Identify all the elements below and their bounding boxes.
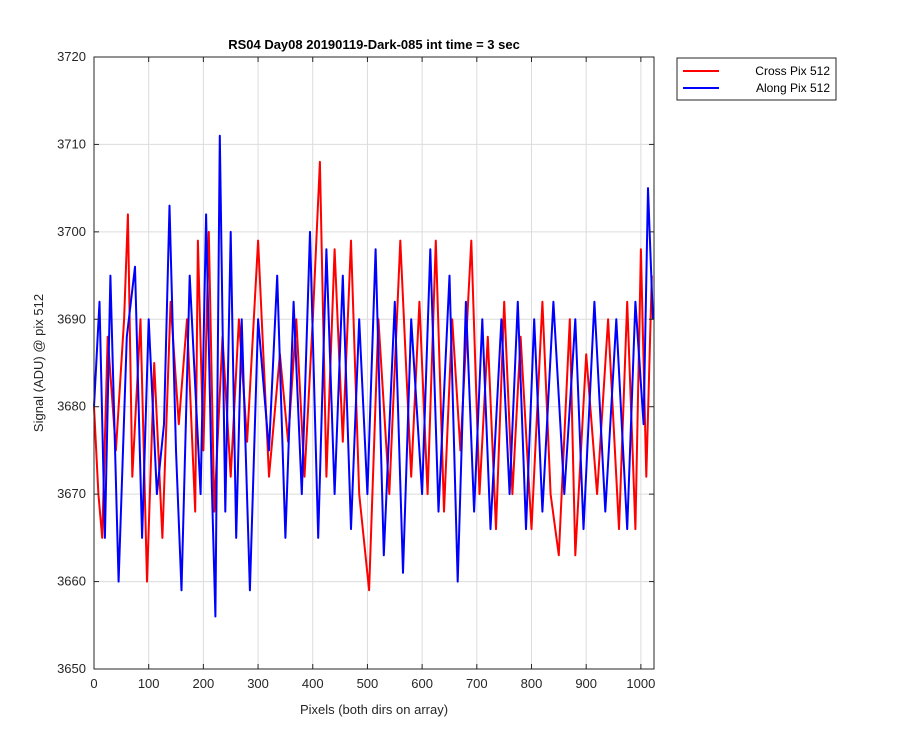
y-tick-label: 3650 xyxy=(57,661,86,676)
legend-label: Along Pix 512 xyxy=(756,81,830,95)
x-axis-label: Pixels (both dirs on array) xyxy=(300,702,448,717)
chart-title: RS04 Day08 20190119-Dark-085 int time = … xyxy=(228,37,520,52)
series-line-along-pix-512 xyxy=(93,134,654,618)
series-layer xyxy=(93,134,654,618)
x-tick-label: 1000 xyxy=(626,676,655,691)
y-tick-label: 3710 xyxy=(57,136,86,151)
y-tick-label: 3660 xyxy=(57,574,86,589)
legend-label: Cross Pix 512 xyxy=(755,64,830,78)
y-tick-label: 3690 xyxy=(57,311,86,326)
y-axis-label: Signal (ADU) @ pix 512 xyxy=(31,294,46,432)
x-tick-label: 700 xyxy=(466,676,488,691)
y-tick-label: 3720 xyxy=(57,49,86,64)
y-tick-label: 3670 xyxy=(57,486,86,501)
y-tick-label: 3680 xyxy=(57,399,86,414)
x-tick-label: 500 xyxy=(357,676,379,691)
x-tick-label: 0 xyxy=(90,676,97,691)
x-tick-label: 100 xyxy=(138,676,160,691)
axis-ticks: 0 100 200 300 400 500 600 700 800 900 1000 3650 3660… xyxy=(57,49,655,691)
legend-box xyxy=(676,57,837,101)
x-tick-label: 600 xyxy=(411,676,433,691)
series-line-cross-pix-512 xyxy=(93,160,653,592)
legend: Cross Pix 512 Along Pix 512 xyxy=(676,57,837,101)
y-tick-label: 3700 xyxy=(57,224,86,239)
plot-frame xyxy=(93,56,655,670)
x-tick-label: 800 xyxy=(521,676,543,691)
x-tick-label: 400 xyxy=(302,676,324,691)
x-tick-label: 900 xyxy=(575,676,597,691)
x-tick-label: 300 xyxy=(247,676,269,691)
x-tick-label: 200 xyxy=(193,676,215,691)
